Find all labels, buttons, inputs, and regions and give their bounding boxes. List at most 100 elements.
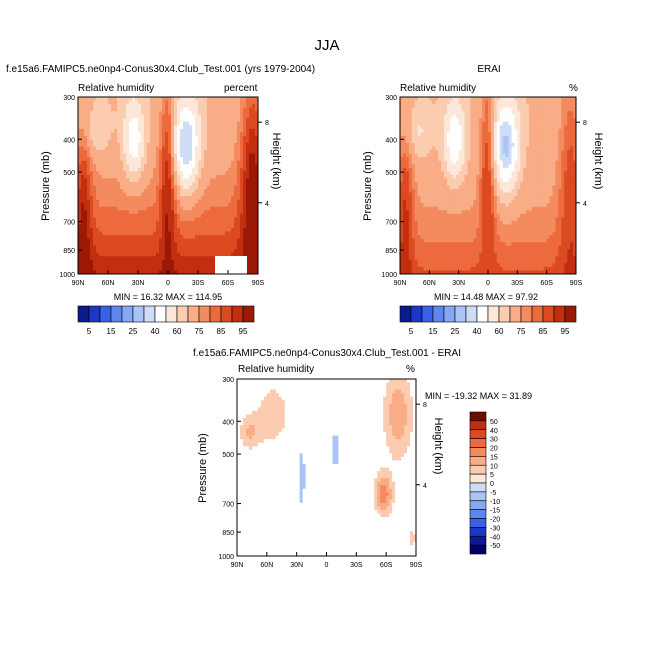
model-cell (147, 174, 151, 179)
model-cell (243, 227, 247, 232)
obs-cell (502, 132, 506, 137)
model-cell (138, 146, 142, 151)
model-cell (255, 238, 259, 243)
model-cell (189, 150, 193, 155)
model-cell (141, 185, 145, 190)
model-cell (231, 100, 235, 105)
obs-cell (432, 132, 436, 137)
model-x-tick-label: 30S (192, 280, 205, 287)
obs-cell (449, 181, 454, 186)
model-cell (135, 249, 139, 254)
obs-cell (438, 153, 442, 158)
model-cell (147, 97, 151, 101)
obs-cell (549, 178, 553, 183)
obs-cell (417, 192, 421, 197)
obs-cell (402, 178, 407, 183)
model-cell (141, 227, 145, 232)
model-cell (138, 181, 142, 186)
obs-cell (420, 206, 424, 211)
obs-cell (488, 135, 492, 140)
model-cell (90, 199, 94, 204)
obs-cell (449, 111, 454, 116)
model-cell (210, 231, 214, 236)
obs-cell (417, 97, 421, 101)
model-cell (81, 167, 85, 172)
obs-cell (520, 97, 524, 101)
obs-cell (517, 181, 521, 186)
obs-cell (426, 114, 430, 119)
model-cell (177, 192, 181, 197)
model-cell (78, 249, 82, 254)
model-cell (81, 132, 85, 137)
model-cell (108, 118, 112, 123)
obs-cell (438, 132, 442, 137)
model-cell (255, 121, 259, 126)
model-cell (153, 178, 157, 183)
obs-cell (567, 100, 571, 105)
model-cell (180, 121, 184, 126)
obs-cell (435, 107, 439, 112)
model-cell (132, 189, 136, 193)
obs-cell (429, 185, 433, 190)
obs-cell (449, 97, 454, 101)
obs-cell (464, 181, 468, 186)
model-cell (174, 178, 178, 183)
model-cell (111, 199, 115, 204)
obs-cell (435, 181, 439, 186)
obs-cell (438, 121, 442, 126)
model-cell (243, 111, 247, 116)
model-cell (186, 107, 190, 112)
obs-cell (461, 128, 465, 133)
model-cell (114, 143, 118, 147)
model-cell (192, 107, 196, 112)
model-cell (126, 132, 130, 137)
model-cell (126, 249, 130, 254)
obs-cell (458, 125, 462, 130)
obs-cell (511, 146, 515, 151)
model-cell (153, 143, 157, 147)
model-cell (156, 203, 160, 208)
model-cell (231, 139, 235, 144)
model-cell (156, 157, 160, 162)
obs-cell (400, 111, 404, 116)
obs-cell (543, 132, 548, 137)
model-cell (108, 153, 112, 158)
model-cell (132, 135, 136, 140)
obs-cell (461, 196, 465, 201)
model-cell (162, 231, 166, 236)
model-cell (108, 235, 112, 239)
obs-cell (426, 139, 430, 144)
model-cell (198, 125, 202, 130)
obs-cell (464, 196, 468, 201)
obs-cell (570, 157, 574, 162)
model-cell (183, 203, 187, 208)
model-cell (93, 107, 97, 112)
model-cell (99, 270, 103, 275)
obs-cell (402, 189, 407, 193)
obs-cell (426, 189, 430, 193)
obs-cell (402, 192, 407, 197)
model-cell (210, 199, 214, 204)
obs-cell (511, 185, 515, 190)
obs-cell (537, 181, 542, 186)
obs-cell (561, 196, 565, 201)
model-cell (93, 242, 97, 247)
model-cell (207, 153, 211, 158)
obs-cell (476, 97, 480, 101)
model-cell (174, 153, 178, 158)
obs-cell (567, 178, 571, 183)
model-cell (237, 118, 241, 123)
model-cell (150, 235, 154, 239)
model-cell (183, 238, 187, 243)
model-cell (183, 125, 187, 130)
model-cell (168, 185, 172, 190)
obs-cell (470, 111, 474, 116)
model-cell (114, 185, 118, 190)
model-cell (180, 217, 184, 222)
model-cell (177, 185, 181, 190)
model-cell (240, 245, 244, 250)
obs-cell (499, 196, 504, 201)
model-cell (135, 135, 139, 140)
obs-cell (558, 160, 562, 165)
obs-cell (446, 104, 451, 109)
